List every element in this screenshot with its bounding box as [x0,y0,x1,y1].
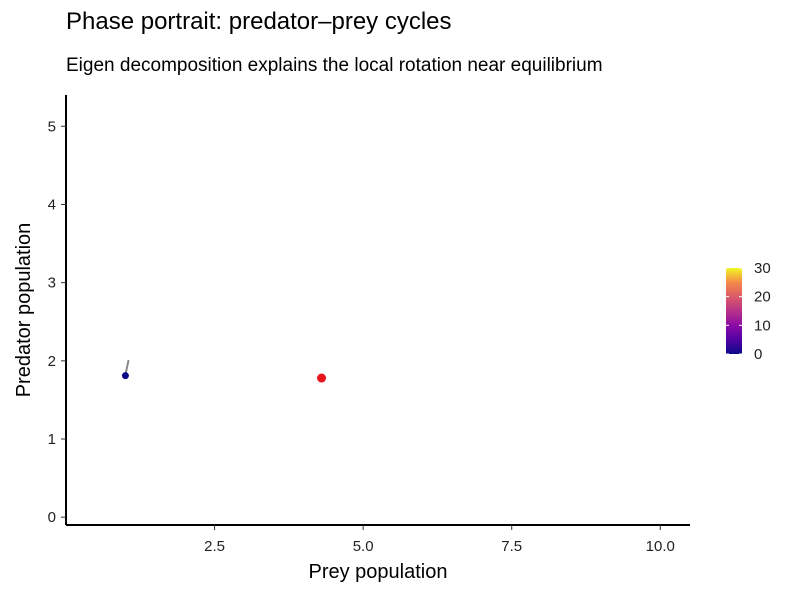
y-tick-label: 5 [48,118,56,135]
y-tick-label: 0 [48,509,56,526]
x-tick-label: 5.0 [353,538,374,555]
chart-title: Phase portrait: predator–prey cycles [66,8,452,35]
colorbar-label: 30 [754,260,771,277]
y-tick-label: 2 [48,353,56,370]
colorbar-legend: 0 10 20 30 [726,260,771,363]
x-tick-label: 7.5 [501,538,522,555]
colorbar-label: 10 [754,317,771,334]
x-axis-title: Prey population [309,561,448,583]
y-tick-label: 4 [48,196,56,213]
axes: 2.5 5.0 7.5 10.0 0 1 2 3 4 5 Prey population Predat… [13,95,690,583]
y-tick-label: 3 [48,275,56,292]
colorbar-label: 20 [754,289,771,306]
colorbar-label: 0 [754,346,762,363]
y-axis-title: Predator population [13,223,35,398]
equilibrium-point [317,373,327,383]
plot-marks [121,359,327,383]
chart-subtitle: Eigen decomposition explains the local r… [66,55,603,76]
x-tick-label: 10.0 [646,538,675,555]
start-point [121,372,129,380]
colorbar-gradient [726,268,742,354]
x-tick-label: 2.5 [204,538,225,555]
y-tick-label: 1 [48,431,56,448]
